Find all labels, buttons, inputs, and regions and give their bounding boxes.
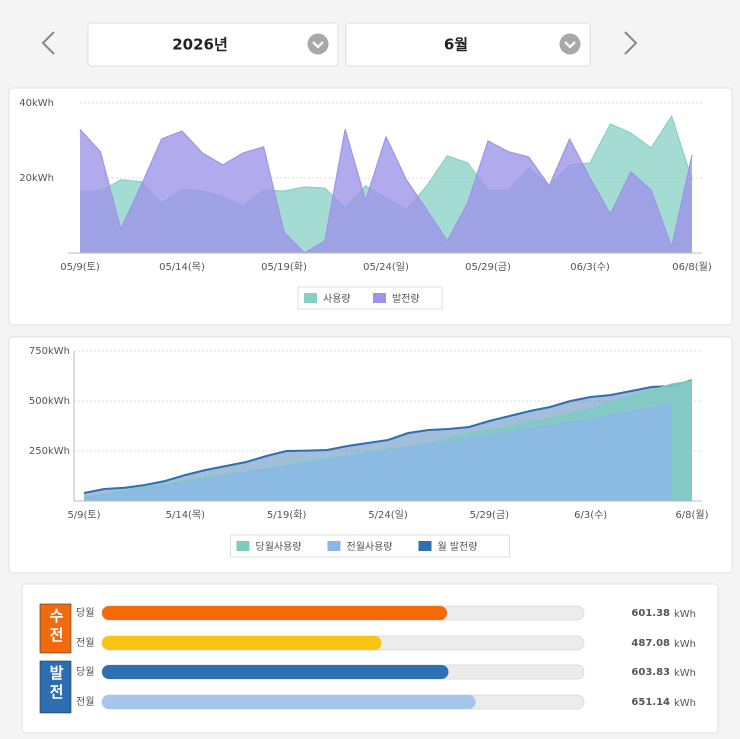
y-tick-label: 500kWh [29,396,70,407]
y-tick-label: 40kWh [19,98,54,109]
unit-label: kWh [674,639,696,650]
legend-swatch [327,541,341,551]
x-tick-label: 5/9(토) [67,510,100,521]
y-tick-label: 250kWh [29,446,70,457]
value-label: 651.14 [631,697,670,708]
area-fill [80,129,692,253]
dropdown-icon [559,33,581,55]
x-tick-label: 05/29(금) [465,261,511,273]
legend-swatch [373,293,386,303]
x-tick-label: 05/14(목) [159,261,205,273]
group-badge [39,603,72,654]
area-line [83,402,672,499]
y-tick-label: 750kWh [29,346,70,357]
month-dropdown[interactable]: 6월 [345,22,591,67]
bar [102,636,382,650]
dropdown-icon [307,33,329,55]
x-tick-label: 5/24(일) [368,509,408,521]
legend-label: 전월사용량 [347,541,393,553]
legend-swatch [236,541,250,551]
month-text: 6월 [444,36,468,54]
chevron [564,41,576,49]
group-name: 발전 [47,665,65,703]
legend-label: 당월사용량 [256,541,302,553]
legend-box [230,534,510,558]
group-badge [39,660,72,714]
legend-swatch [418,541,432,551]
row-label: 당월 [76,607,94,619]
prev-arrow[interactable] [41,31,55,55]
row-label: 전월 [76,696,94,708]
y-tick-label: 20kWh [19,173,54,184]
legend-swatch [304,293,317,303]
area-line [83,380,693,499]
group-name: 수전 [47,608,65,646]
bar [102,665,449,679]
dropdown-box [345,22,591,67]
x-tick-label: 5/19(화) [267,509,307,521]
x-tick-label: 05/9(토) [60,262,100,273]
value-label: 601.38 [631,608,670,619]
x-tick-label: 05/19(화) [261,261,307,273]
value-label: 487.08 [631,638,670,649]
unit-label: kWh [674,609,696,620]
unit-label: kWh [674,668,696,679]
legend-box [297,286,443,310]
row-label: 전월 [76,637,94,649]
dropdown-box [87,22,339,67]
area-line [79,128,693,254]
area-line [83,379,693,494]
next-arrow[interactable] [624,31,638,55]
unit-label: kWh [674,698,696,709]
chevron [312,41,324,49]
x-tick-label: 06/8(월) [672,261,712,273]
legend-label: 월 발전량 [438,541,478,553]
legend-label: 발전량 [392,293,420,305]
bar [102,606,448,620]
x-tick-label: 05/24(일) [363,261,409,273]
year-text: 2026년 [172,36,228,54]
year-dropdown[interactable]: 2026년 [87,22,339,67]
x-tick-label: 5/29(금) [470,509,510,521]
x-tick-label: 6/3(수) [574,509,607,521]
bar [102,695,476,709]
x-tick-label: 5/14(목) [166,509,206,521]
x-tick-label: 06/3(수) [570,261,610,273]
row-label: 당월 [76,666,94,678]
x-tick-label: 6/8(월) [675,509,708,521]
value-label: 603.83 [631,667,670,678]
legend-label: 사용량 [323,293,351,305]
